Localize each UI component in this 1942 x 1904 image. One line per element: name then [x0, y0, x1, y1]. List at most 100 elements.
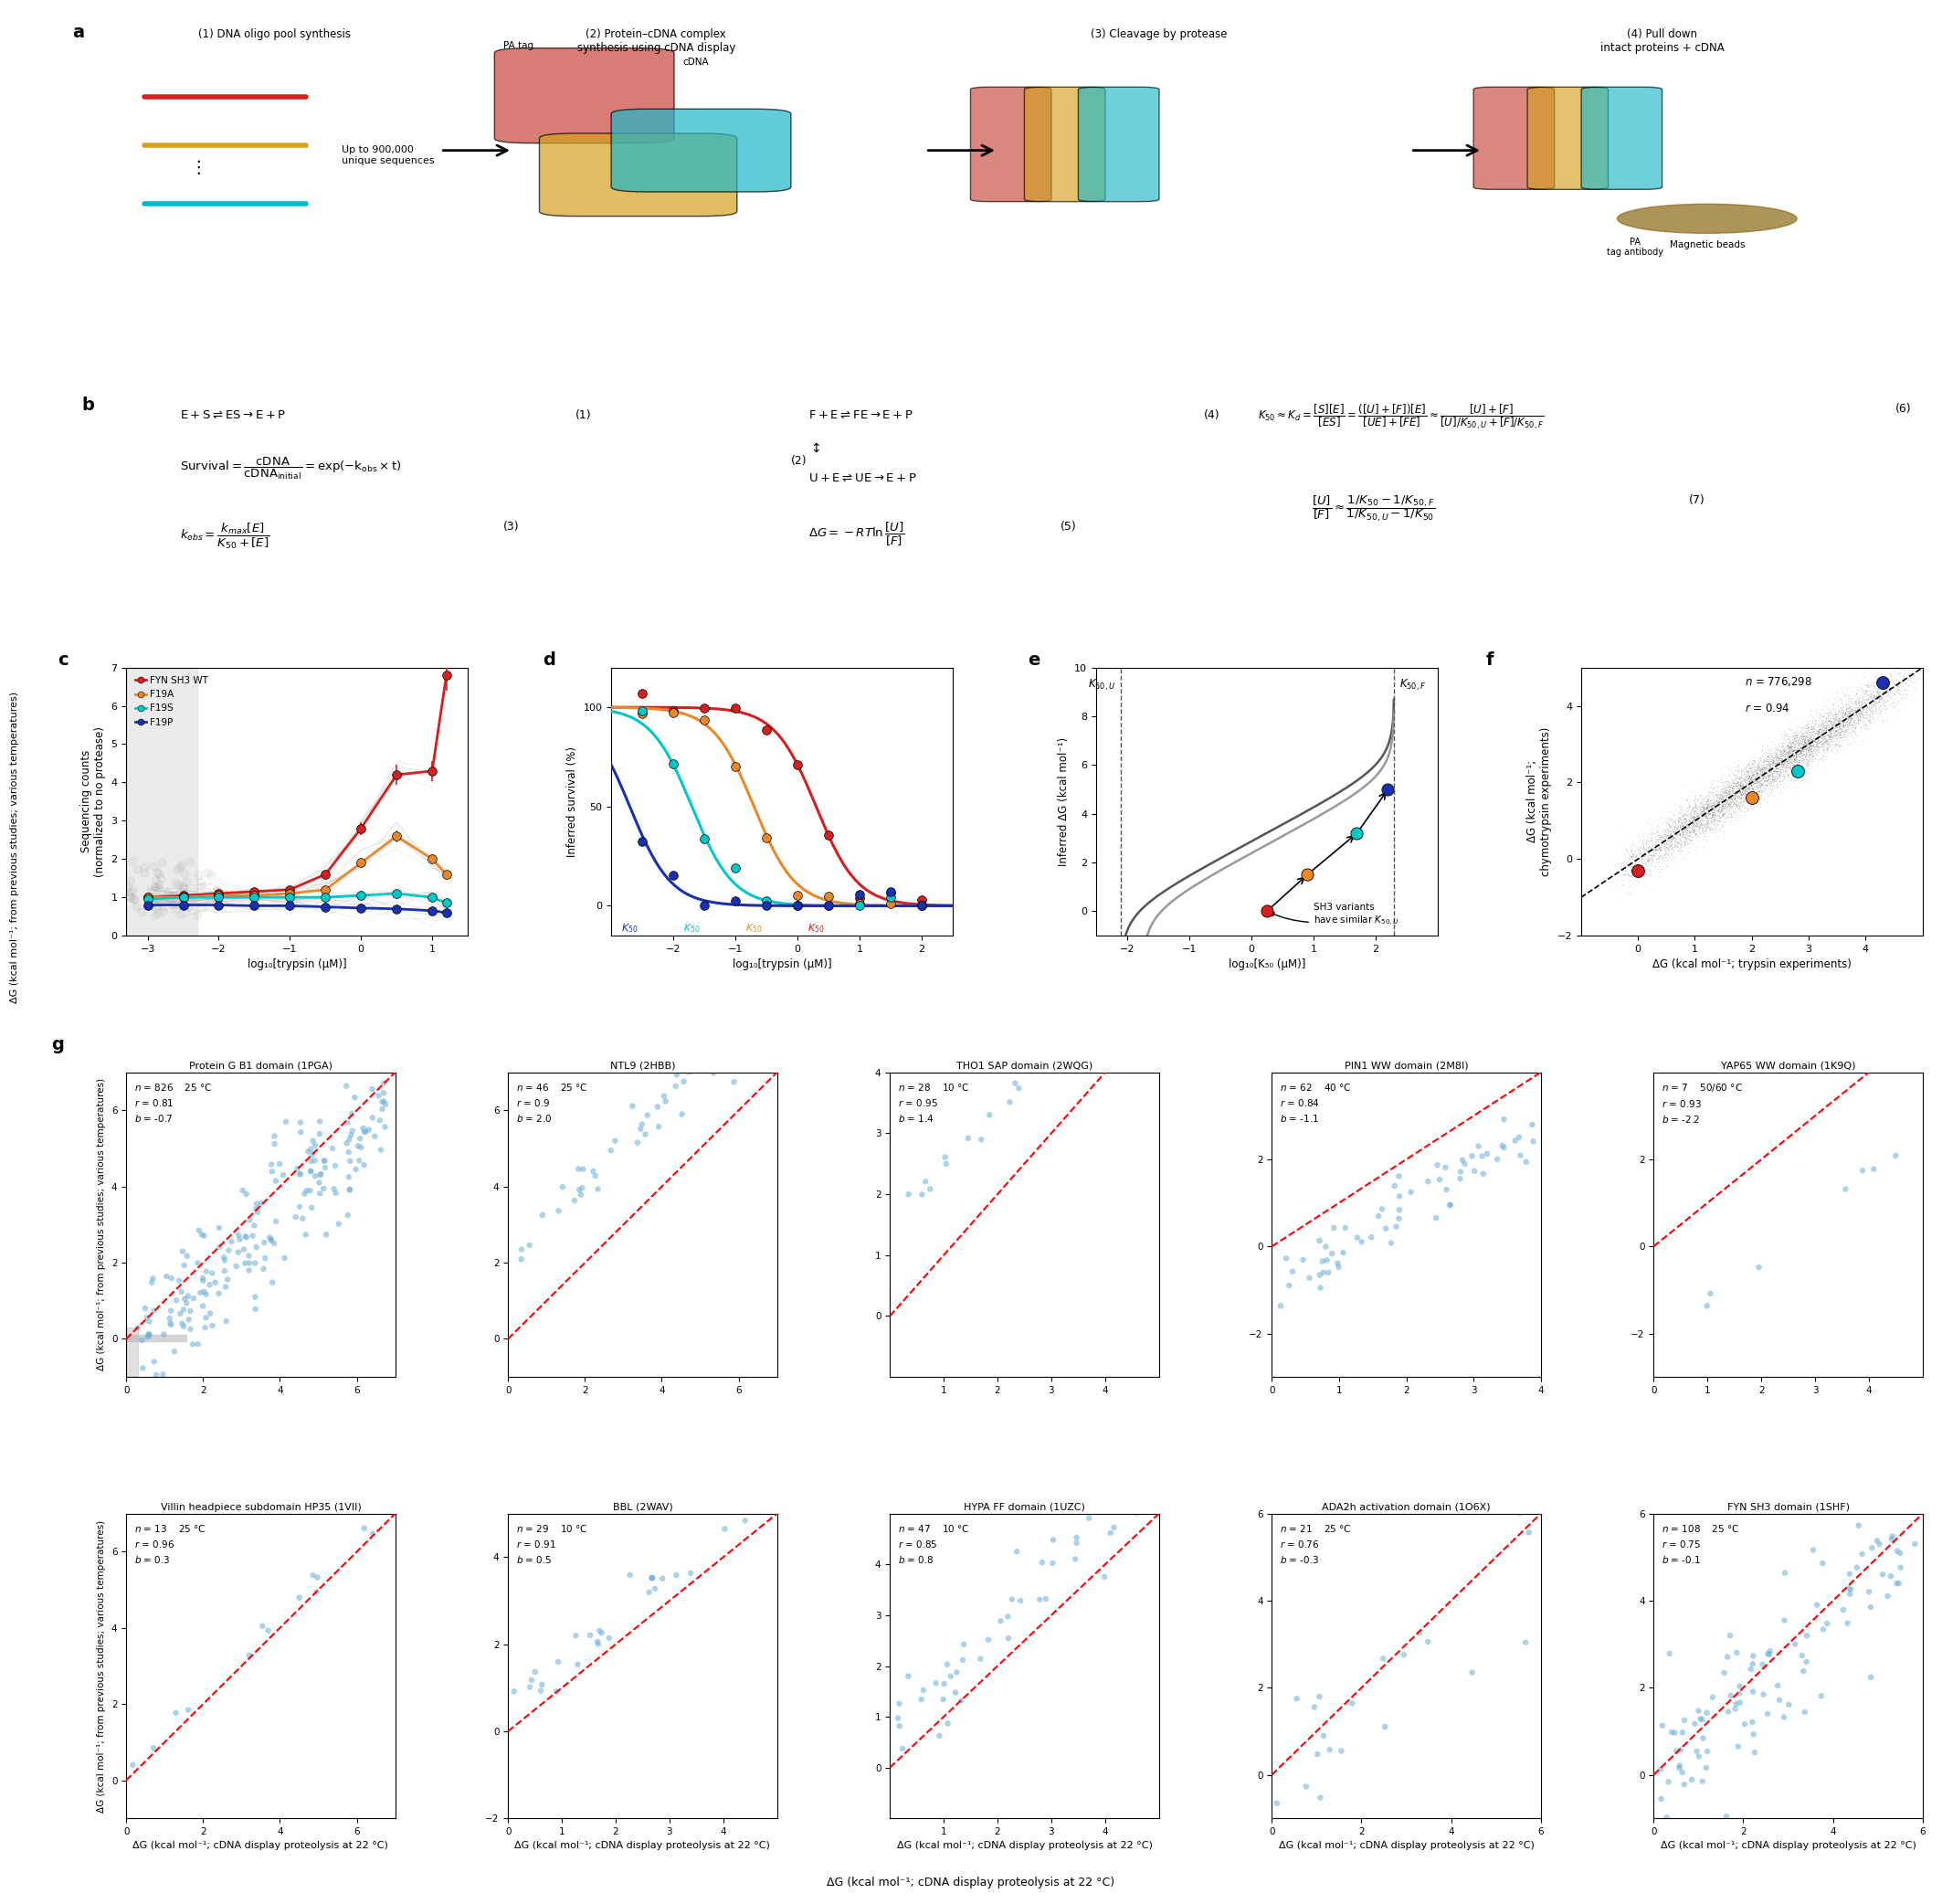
Point: [1874, 666, 1905, 697]
Point: [1688, 790, 1719, 821]
Point: [1767, 752, 1798, 783]
Point: [1664, 813, 1695, 843]
Point: [1707, 790, 1738, 821]
Point: [1839, 687, 1870, 718]
Point: [1754, 765, 1785, 796]
Point: [1658, 803, 1690, 834]
Point: [1649, 830, 1680, 861]
Point: [1732, 764, 1763, 794]
Point: [1726, 775, 1758, 805]
Point: [1810, 708, 1841, 739]
Point: [1812, 716, 1843, 746]
Point: [1831, 693, 1862, 724]
Point: [1695, 807, 1726, 838]
Point: [1812, 684, 1843, 714]
Point: [1886, 680, 1917, 710]
Point: [1769, 1557, 1800, 1588]
Point: [1649, 840, 1680, 870]
Point: [1880, 1140, 1911, 1171]
Point: [1723, 773, 1754, 803]
Point: [175, 1314, 206, 1344]
Point: [1608, 845, 1639, 876]
Point: [1792, 741, 1824, 771]
Point: [1742, 764, 1773, 794]
Point: [1843, 695, 1874, 725]
Point: [1732, 779, 1763, 809]
Point: [1750, 746, 1781, 777]
Point: [1847, 691, 1878, 722]
Point: [1612, 859, 1643, 889]
Point: [169, 1283, 200, 1314]
Point: [1709, 817, 1740, 847]
Point: [1804, 714, 1835, 744]
Point: [1719, 798, 1750, 828]
Point: [1777, 735, 1808, 765]
Point: [194, 1299, 225, 1329]
Point: [1664, 824, 1695, 855]
Point: [1810, 703, 1841, 733]
Point: [1763, 724, 1794, 754]
Point: [1829, 699, 1860, 729]
Point: [1769, 735, 1800, 765]
Point: [1647, 842, 1678, 872]
Point: [1822, 697, 1853, 727]
Point: [1806, 718, 1837, 748]
Point: [1789, 704, 1820, 735]
Point: [1641, 811, 1672, 842]
Point: [1781, 731, 1812, 762]
Point: [1822, 722, 1853, 752]
Text: $\updownarrow$: $\updownarrow$: [808, 442, 821, 455]
Point: [1847, 693, 1878, 724]
Point: [1726, 754, 1758, 784]
Point: [1761, 752, 1792, 783]
Point: [1717, 784, 1748, 815]
Point: [1641, 813, 1672, 843]
Point: [1765, 746, 1796, 777]
Point: [1684, 807, 1715, 838]
Point: [1824, 699, 1855, 729]
Point: [1792, 748, 1824, 779]
Point: [1756, 746, 1787, 777]
Point: [1658, 821, 1690, 851]
Point: [1752, 731, 1783, 762]
Point: [1820, 716, 1851, 746]
Point: [1721, 773, 1752, 803]
Point: [1635, 824, 1666, 855]
Point: [1715, 781, 1746, 811]
Point: [1820, 720, 1851, 750]
Point: [1074, 1502, 1105, 1533]
Point: [256, 1156, 287, 1186]
Point: [1771, 744, 1802, 775]
Point: [1767, 764, 1798, 794]
Point: [1752, 748, 1783, 779]
Point: [1711, 792, 1742, 823]
Point: [1680, 811, 1711, 842]
Point: [1670, 826, 1701, 857]
Point: [1680, 788, 1711, 819]
Point: [1814, 722, 1845, 752]
Point: [1653, 832, 1684, 863]
Point: [1833, 710, 1864, 741]
Point: [1724, 769, 1756, 800]
Point: [1781, 727, 1812, 758]
Point: [1738, 788, 1769, 819]
Point: [1641, 843, 1672, 874]
Point: [1820, 695, 1851, 725]
Point: [1829, 695, 1860, 725]
Point: [167, 1236, 198, 1266]
Point: [1668, 803, 1699, 834]
Point: [1707, 790, 1738, 821]
Point: [1703, 786, 1734, 817]
Point: [144, 868, 175, 899]
Point: [1734, 752, 1765, 783]
Point: [1765, 731, 1796, 762]
Point: [1713, 788, 1744, 819]
Point: [1724, 775, 1756, 805]
Point: [1787, 720, 1818, 750]
Point: [1779, 746, 1810, 777]
Point: [1746, 744, 1777, 775]
Point: [1686, 807, 1717, 838]
Point: [1690, 794, 1721, 824]
Point: [1730, 767, 1761, 798]
Point: [1777, 752, 1808, 783]
